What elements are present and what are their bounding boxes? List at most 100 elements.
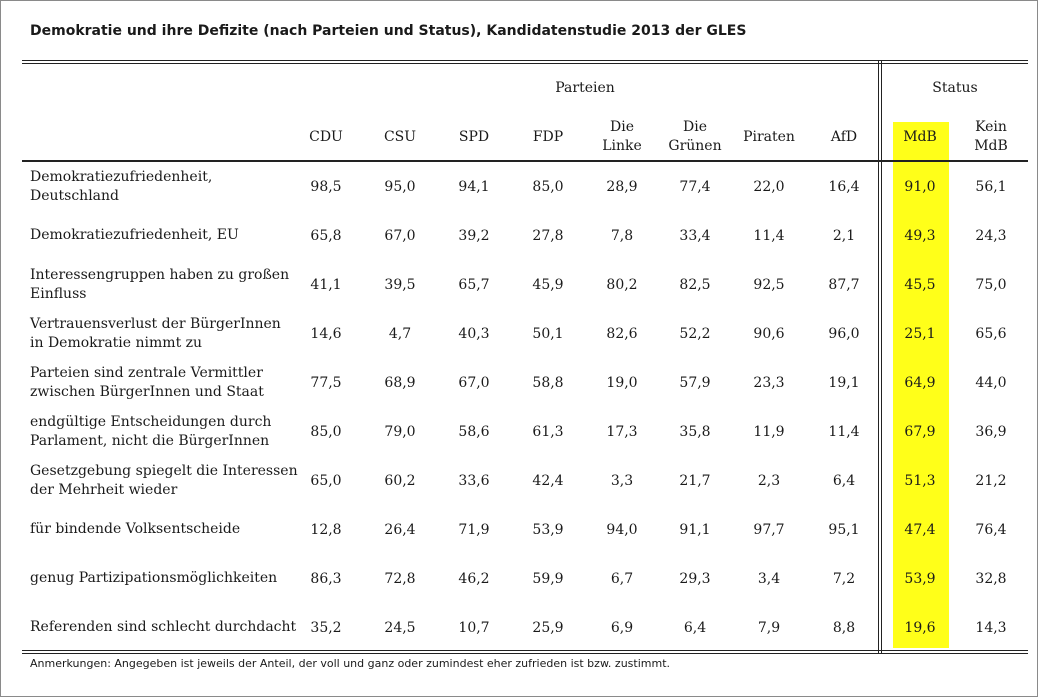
cell-kein-mdb: 32,8	[975, 570, 1007, 587]
cell-spd: 58,6	[458, 423, 490, 440]
cell-mdb: 25,1	[904, 325, 936, 342]
table-row: Parteien sind zentrale Vermittler zwisch…	[22, 358, 1028, 407]
cell-afd: 6,4	[832, 472, 856, 489]
mdb-column-highlight	[893, 122, 949, 648]
cell-fdp: 61,3	[532, 423, 564, 440]
cell-die-linke: 6,7	[610, 570, 634, 587]
cell-kein-mdb: 44,0	[975, 374, 1007, 391]
table-row: Referenden sind schlecht durchdacht 35,2 2…	[22, 603, 1028, 652]
cell-die-gruenen: 33,4	[679, 227, 711, 244]
cell-die-gruenen: 82,5	[679, 276, 711, 293]
cell-afd: 16,4	[828, 178, 860, 195]
cell-csu: 68,9	[384, 374, 416, 391]
cell-spd: 40,3	[458, 325, 490, 342]
row-label: Demokratiezufriedenheit, Deutschland	[30, 168, 213, 204]
table-row: für bindende Volksentscheide 12,8 26,4 71,9…	[22, 505, 1028, 554]
cell-csu: 4,7	[388, 325, 412, 342]
cell-afd: 96,0	[828, 325, 860, 342]
cell-cdu: 77,5	[310, 374, 342, 391]
cell-afd: 19,1	[828, 374, 860, 391]
column-header-spd: SPD	[458, 128, 490, 145]
cell-piraten: 11,4	[753, 227, 785, 244]
row-label: Parteien sind zentrale Vermittler zwisch…	[30, 364, 264, 400]
cell-piraten: 90,6	[753, 325, 785, 342]
cell-piraten: 92,5	[753, 276, 785, 293]
cell-spd: 10,7	[458, 619, 490, 636]
cell-die-linke: 17,3	[606, 423, 638, 440]
cell-fdp: 59,9	[532, 570, 564, 587]
cell-die-gruenen: 57,9	[679, 374, 711, 391]
cell-mdb: 45,5	[904, 276, 936, 293]
cell-kein-mdb: 65,6	[975, 325, 1007, 342]
cell-kein-mdb: 76,4	[975, 521, 1007, 538]
top-rule	[22, 60, 1028, 61]
cell-die-linke: 7,8	[610, 227, 634, 244]
cell-cdu: 41,1	[310, 276, 342, 293]
cell-piraten: 22,0	[753, 178, 785, 195]
cell-fdp: 50,1	[532, 325, 564, 342]
cell-afd: 95,1	[828, 521, 860, 538]
column-header-kein-mdb: Kein MdB	[974, 119, 1008, 154]
status-divider	[878, 60, 879, 654]
cell-mdb: 64,9	[904, 374, 936, 391]
cell-csu: 26,4	[384, 521, 416, 538]
cell-die-gruenen: 21,7	[679, 472, 711, 489]
cell-mdb: 49,3	[904, 227, 936, 244]
table-title: Demokratie und ihre Defizite (nach Parte…	[30, 23, 747, 39]
cell-cdu: 65,0	[310, 472, 342, 489]
cell-die-linke: 3,3	[610, 472, 634, 489]
cell-die-gruenen: 6,4	[683, 619, 707, 636]
cell-csu: 24,5	[384, 619, 416, 636]
cell-die-linke: 82,6	[606, 325, 638, 342]
cell-cdu: 85,0	[310, 423, 342, 440]
cell-csu: 60,2	[384, 472, 416, 489]
cell-kein-mdb: 21,2	[975, 472, 1007, 489]
cell-die-linke: 94,0	[606, 521, 638, 538]
row-label: Referenden sind schlecht durchdacht	[30, 619, 297, 635]
row-label: Vertrauensverlust der BürgerInnen in Dem…	[30, 315, 281, 351]
cell-piraten: 23,3	[753, 374, 785, 391]
cell-die-gruenen: 91,1	[679, 521, 711, 538]
cell-piraten: 7,9	[757, 619, 781, 636]
cell-piraten: 97,7	[753, 521, 785, 538]
cell-mdb: 19,6	[904, 619, 936, 636]
cell-mdb: 67,9	[904, 423, 936, 440]
cell-die-gruenen: 77,4	[679, 178, 711, 195]
row-label: Gesetzgebung spiegelt die Interessen der…	[30, 462, 298, 498]
column-header-afd: AfD	[830, 128, 858, 145]
cell-mdb: 51,3	[904, 472, 936, 489]
status-divider-double	[881, 60, 882, 654]
cell-mdb: 91,0	[904, 178, 936, 195]
cell-piraten: 3,4	[757, 570, 781, 587]
table-row: genug Partizipationsmöglichkeiten 86,3 72,…	[22, 554, 1028, 603]
cell-die-linke: 6,9	[610, 619, 634, 636]
column-header-die-linke: Die Linke	[602, 119, 642, 154]
cell-csu: 95,0	[384, 178, 416, 195]
row-label: genug Partizipationsmöglichkeiten	[30, 570, 278, 586]
cell-die-gruenen: 29,3	[679, 570, 711, 587]
cell-afd: 87,7	[828, 276, 860, 293]
cell-cdu: 86,3	[310, 570, 342, 587]
cell-fdp: 42,4	[532, 472, 564, 489]
group-header-status: Status	[932, 80, 978, 96]
cell-die-linke: 19,0	[606, 374, 638, 391]
cell-spd: 39,2	[458, 227, 490, 244]
cell-csu: 67,0	[384, 227, 416, 244]
table-row: Interessengruppen haben zu großen Einflu…	[22, 260, 1028, 309]
top-rule-double	[22, 63, 1028, 64]
cell-die-gruenen: 35,8	[679, 423, 711, 440]
column-header-csu: CSU	[383, 128, 417, 145]
row-label: für bindende Volksentscheide	[30, 521, 241, 537]
cell-fdp: 45,9	[532, 276, 564, 293]
column-header-cdu: CDU	[309, 128, 343, 145]
table-row: Vertrauensverlust der BürgerInnen in Dem…	[22, 309, 1028, 358]
bottom-rule	[22, 650, 1028, 651]
cell-kein-mdb: 14,3	[975, 619, 1007, 636]
column-header-die-gruenen: Die Grünen	[668, 119, 722, 154]
cell-csu: 72,8	[384, 570, 416, 587]
group-header-parteien: Parteien	[555, 80, 615, 96]
cell-die-gruenen: 52,2	[679, 325, 711, 342]
row-label: Demokratiezufriedenheit, EU	[30, 227, 239, 243]
cell-cdu: 98,5	[310, 178, 342, 195]
cell-spd: 94,1	[458, 178, 490, 195]
